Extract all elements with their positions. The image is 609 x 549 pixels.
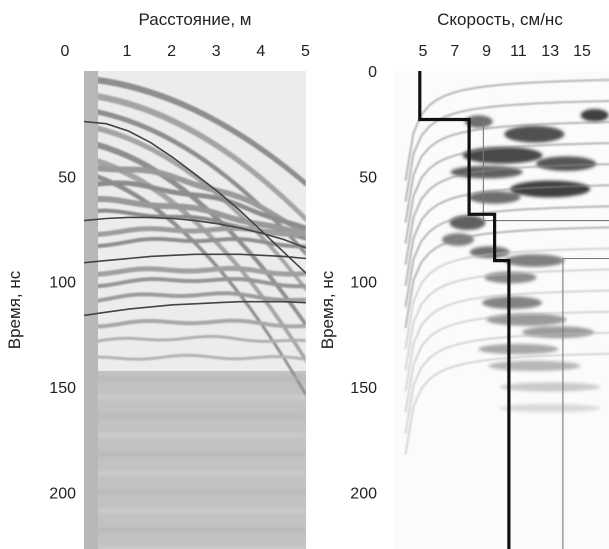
radargram-x-tick: 3 bbox=[212, 43, 221, 60]
velocity-profile-line bbox=[418, 71, 511, 549]
radargram-y-tick: 150 bbox=[49, 380, 76, 397]
radargram-x-tick: 5 bbox=[301, 43, 310, 60]
reference-line bbox=[482, 119, 609, 222]
radargram-y-tick: 50 bbox=[58, 169, 76, 186]
hyperbola-curve bbox=[84, 253, 306, 264]
spectrum-y-tick: 150 bbox=[350, 380, 377, 397]
radargram-y-tick: 200 bbox=[49, 485, 76, 502]
spectrum-x-tick: 5 bbox=[419, 43, 428, 60]
spectrum-x-tick: 7 bbox=[450, 43, 459, 60]
spectrum-y-tick: 0 bbox=[368, 64, 377, 81]
radargram-x-tick: 4 bbox=[256, 43, 265, 60]
radargram-y-axis-title: Время, нс bbox=[5, 270, 24, 349]
spectrum-y-ticks: 0 50 100 150 200 bbox=[350, 64, 377, 502]
hyperbola-curve bbox=[84, 216, 306, 249]
spectrum-x-tick: 11 bbox=[510, 43, 527, 60]
velocity-spectrum-lines bbox=[418, 71, 609, 549]
radargram-x-tick: 0 bbox=[61, 43, 70, 60]
radargram-panel: Расстояние, м 0 1 2 3 4 5 Время, нс 50 100 150 2… bbox=[5, 10, 310, 549]
velocity-spectrum-panel: Скорость, см/нс 5 7 9 11 13 15 Время, нс 0 50 1… bbox=[318, 10, 609, 549]
radargram-x-ticks: 0 1 2 3 4 5 bbox=[61, 43, 310, 60]
velocity-spectrum-image bbox=[393, 71, 609, 549]
hyperbola-curve bbox=[84, 120, 306, 274]
spectrum-x-ticks: 5 7 9 11 13 15 bbox=[419, 43, 591, 60]
radargram-y-ticks: 50 100 150 200 bbox=[49, 169, 76, 502]
radargram-hyperbolas bbox=[84, 120, 306, 317]
spectrum-x-axis-title: Скорость, см/нс bbox=[437, 10, 563, 29]
reference-line bbox=[562, 257, 609, 549]
spectrum-y-tick: 200 bbox=[350, 485, 377, 502]
spectrum-y-axis-title: Время, нс bbox=[318, 270, 337, 349]
radargram-y-tick: 100 bbox=[49, 275, 76, 292]
radargram-x-tick: 2 bbox=[167, 43, 176, 60]
spectrum-y-tick: 50 bbox=[359, 169, 377, 186]
radargram-x-axis-title: Расстояние, м bbox=[139, 10, 252, 29]
hyperbola-curve bbox=[84, 300, 306, 317]
radargram-x-tick: 1 bbox=[123, 43, 132, 60]
spectrum-x-tick: 9 bbox=[482, 43, 491, 60]
spectrum-x-tick: 13 bbox=[541, 43, 559, 60]
spectrum-y-tick: 100 bbox=[350, 275, 377, 292]
spectrum-x-tick: 15 bbox=[573, 43, 591, 60]
